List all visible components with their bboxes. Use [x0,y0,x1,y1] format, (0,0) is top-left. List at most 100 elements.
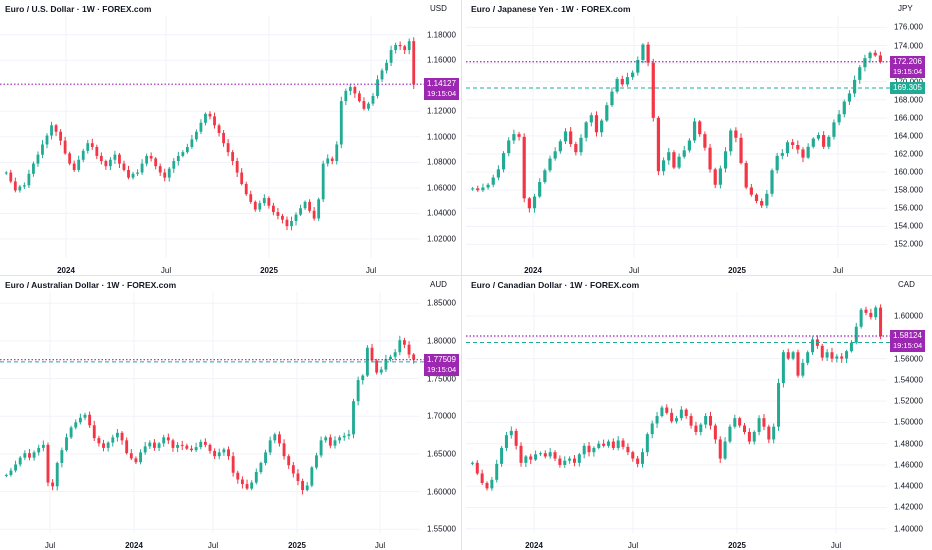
candle [548,448,552,459]
time-tick-label: 2025 [728,541,746,550]
candle [176,151,180,166]
candle [86,139,90,154]
candle [308,199,312,213]
candle [68,151,72,166]
candle [687,138,692,153]
candle [481,183,485,193]
candle-body [723,151,728,169]
candle [74,419,78,430]
candle [176,441,180,453]
candle [267,196,271,209]
candle [36,151,40,167]
bar-countdown: 19:15:04 [427,364,457,374]
chart-pane-euraud[interactable]: Euro / Australian Dollar · 1W · FOREX.co… [0,276,460,550]
candle [569,126,573,148]
candle [217,448,221,460]
candle [728,424,732,444]
candle [353,85,357,98]
candle [389,354,392,362]
candle-body [125,440,129,454]
candle-body [213,450,217,457]
candle [231,452,235,477]
candle-body [339,101,343,145]
pane-separator-horizontal[interactable] [0,275,932,276]
candle-body [299,208,302,215]
candle-body [625,77,630,85]
price-tick-label: 174.000 [894,41,923,50]
candle [32,161,35,177]
candle-body [519,445,523,463]
candle [500,445,504,467]
candle [281,213,284,224]
candle [50,121,53,140]
candle-body [754,194,759,202]
chart-pane-eurcad[interactable]: Euro / Canadian Dollar · 1W · FOREX.com … [462,276,932,550]
candle [770,168,774,197]
candle [806,143,810,160]
candle [579,134,583,156]
candle-body [398,340,402,353]
candle [63,136,67,155]
candle [589,112,593,127]
candle [385,59,388,74]
candle-body [271,205,275,213]
candle [158,163,162,176]
candle [849,340,853,353]
price-tick-label: 1.56000 [894,354,923,364]
candle-body [376,79,379,96]
candle [543,168,547,184]
candle [367,101,370,111]
candle [162,434,166,447]
candle [868,51,872,63]
candle-body [326,158,330,164]
candle-body [641,44,645,60]
candle-body [879,307,883,337]
candle [840,352,844,363]
candle-body [352,401,355,435]
candle [333,436,337,449]
candle [104,159,108,170]
candle [709,411,713,430]
candle [470,186,475,191]
candlestick-plot[interactable] [462,0,932,275]
candle-body [605,105,609,121]
candle [480,469,484,485]
candle-body [723,441,727,459]
candle-body [108,159,112,167]
candle [845,349,849,364]
candle [672,150,676,169]
candle [352,398,355,439]
candle-body [217,452,221,457]
candle-body [806,352,810,363]
candle-body [475,462,479,474]
candle-body [849,342,853,352]
candlestick-plot[interactable] [0,276,460,550]
chart-pane-eurjpy[interactable]: Euro / Japanese Yen · 1W · FOREX.com JPY… [462,0,932,275]
candle [60,447,64,468]
candle [610,87,614,107]
chart-pane-eurusd[interactable]: Euro / U.S. Dollar · 1W · FOREX.com USD … [0,0,460,275]
candle-body [136,172,139,174]
candle [775,152,779,174]
candle-body [757,418,761,432]
price-tick-label: 1.08000 [427,157,456,167]
price-tick-label: 162.000 [894,149,923,159]
candle-body [149,155,153,159]
candle-body [69,427,73,438]
candlestick-plot[interactable] [0,0,460,275]
candle [326,154,330,167]
candlestick-plot[interactable] [462,276,932,550]
candle-body [317,199,321,219]
candle-body [507,140,511,154]
candle-body [733,418,737,427]
candle-body [577,454,581,463]
chart-title: Euro / U.S. Dollar · 1W · FOREX.com [5,4,152,14]
candle [519,442,523,467]
candle-body [9,470,13,476]
candle [245,479,249,490]
candle [606,439,610,448]
candle-body [335,144,339,162]
candle [517,131,521,141]
time-tick-label: Jul [627,541,639,550]
candle [115,429,119,442]
